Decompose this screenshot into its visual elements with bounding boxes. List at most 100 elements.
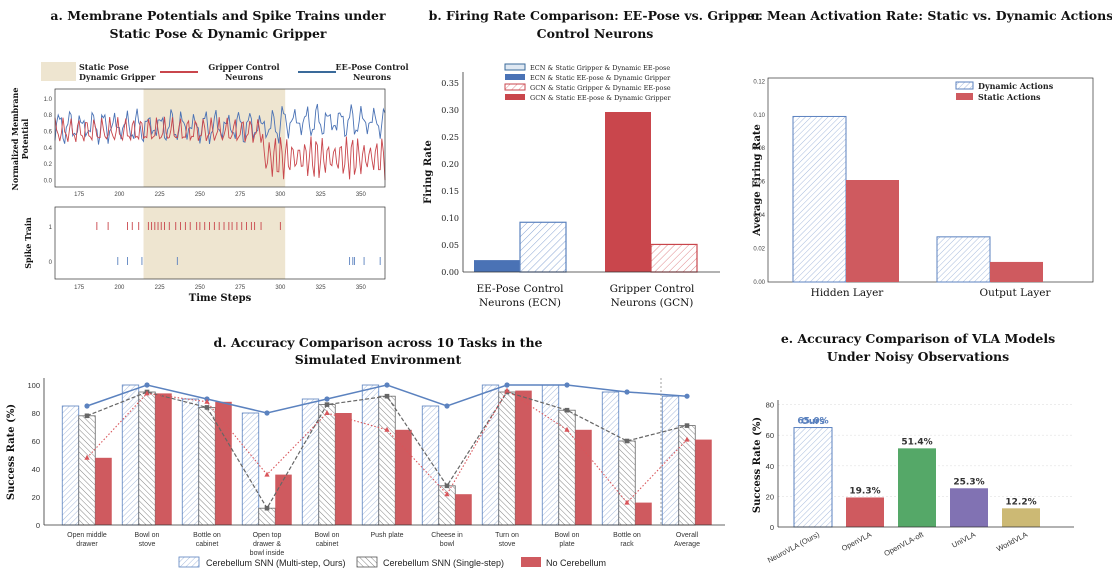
membrane-ytick: 1.0 xyxy=(44,97,53,103)
panel-e-chart: 0 20 40 60 80 65.0% 19.3% 51.4% 25.3% 12.2% Succ… xyxy=(752,400,1074,565)
multi-step-bar xyxy=(301,398,320,526)
panel-d-category-label: rack xyxy=(620,541,634,548)
single-step-bar xyxy=(198,406,216,526)
membrane-traces xyxy=(54,103,386,181)
panel-e-category-label: NeuroVLA (Ours) xyxy=(766,530,821,565)
membrane-ytick: 0.8 xyxy=(44,113,53,119)
panel-e-title-line2: Under Noisy Observations xyxy=(827,349,1009,364)
panel-c-frame xyxy=(767,77,1094,283)
legend-blue-label-1: EE-Pose Control xyxy=(336,62,409,72)
panel-e-bars: 65.0% 19.3% 51.4% 25.3% 12.2% xyxy=(793,417,1040,528)
panel-a-xlabel: Time Steps xyxy=(189,293,252,304)
multi-step-bar xyxy=(421,405,440,526)
legend-b-swatch-1 xyxy=(505,74,525,80)
no-cerebellum-line-point xyxy=(564,426,570,432)
panel-d-category-label: stove xyxy=(139,541,156,548)
panel-d-lines xyxy=(84,382,690,511)
legend-shade-swatch xyxy=(41,62,76,81)
panel-b-chart: 0.00 0.05 0.10 0.15 0.20 0.25 0.30 0.35 Firing … xyxy=(423,63,720,309)
multi-step-line-point xyxy=(144,382,150,388)
panel-d-category-label: Open middle xyxy=(67,532,107,539)
panel-e-bar xyxy=(793,427,833,528)
panel-e-value-label: 25.3% xyxy=(953,477,984,487)
legend-d-label-1: Cerebellum SNN (Single-step) xyxy=(383,558,504,568)
panel-b-title: b. Firing Rate Comparison: EE-Pose vs. G… xyxy=(429,8,762,41)
panel-e-bar xyxy=(950,488,988,527)
panel-b-title-line2: Control Neurons xyxy=(537,26,654,41)
single-step-line-point xyxy=(204,405,210,410)
no-cerebellum-bar xyxy=(695,439,712,525)
panel-e-category-label: UniVLA xyxy=(950,530,977,550)
panel-d-category-label: stove xyxy=(499,541,516,548)
membrane-ytick: 0.4 xyxy=(44,146,53,152)
membrane-xtick: 175 xyxy=(74,192,85,198)
multi-step-bar xyxy=(61,405,80,526)
panel-e-bar xyxy=(1002,508,1040,527)
legend-d-swatch-0 xyxy=(178,556,200,568)
no-cerebellum-bar xyxy=(335,413,352,525)
spike-ylabel: Spike Train xyxy=(23,217,33,269)
panel-e-ytick: 0 xyxy=(770,523,774,532)
panel-b-ytick: 0.10 xyxy=(441,214,459,223)
spike-ytick-0: 0 xyxy=(49,260,53,266)
single-step-bar xyxy=(78,415,96,526)
panel-d-categories: Open middle drawer Bowl on stove Bottle on ca… xyxy=(67,532,700,557)
panel-d-category-label: drawer xyxy=(76,541,98,548)
panel-e-title: e. Accuracy Comparison of VLA Models Und… xyxy=(781,331,1055,364)
panel-c-ytick: 0.06 xyxy=(753,180,765,186)
panel-c-ytick: 0.00 xyxy=(753,280,765,286)
panel-e-category-label: OpenVLA xyxy=(840,530,873,553)
spike-xtick: 300 xyxy=(275,285,286,291)
panel-d-ytick: 20 xyxy=(32,493,40,502)
no-cerebellum-bar xyxy=(575,429,592,525)
panel-e-category-label: OpenVLA-oft xyxy=(882,529,925,558)
gripper-membrane-trace xyxy=(54,116,386,181)
panel-b-bar xyxy=(605,112,651,272)
spike-xtick: 200 xyxy=(114,285,125,291)
membrane-x-ticks: 175 200 225 250 275 300 325 350 xyxy=(74,192,366,198)
membrane-plot-frame xyxy=(54,88,386,188)
panel-c-ytick: 0.08 xyxy=(753,146,765,152)
panel-c-ytick: 0.04 xyxy=(753,213,765,219)
panel-d-bars xyxy=(61,384,712,526)
membrane-xtick: 325 xyxy=(316,192,327,198)
panel-b-ytick: 0.05 xyxy=(441,241,459,250)
panel-d-category-label: Average xyxy=(674,541,700,548)
panel-d-category-label: Turn on xyxy=(495,532,519,539)
multi-step-line-point xyxy=(504,382,510,388)
spike-xtick: 175 xyxy=(74,285,85,291)
panel-b-ytick: 0.15 xyxy=(441,187,459,196)
no-cerebellum-bar xyxy=(275,474,292,525)
legend-b-label-2: GCN & Static Gripper & Dynamic EE-pose xyxy=(530,84,671,92)
panel-d-category-label: cabinet xyxy=(196,541,219,548)
panel-d-category-label: Bowl on xyxy=(135,532,160,539)
panel-e-value-label: 19.3% xyxy=(849,486,880,496)
single-step-bar xyxy=(618,440,636,526)
spike-xtick: 275 xyxy=(235,285,246,291)
panel-d-ytick: 0 xyxy=(36,521,40,530)
panel-e-bar xyxy=(846,497,884,527)
panel-e-highlight-label: Ours xyxy=(801,417,825,427)
multi-step-line-point xyxy=(684,393,690,399)
panel-c-cat-0: Hidden Layer xyxy=(811,287,885,299)
panel-d-ytick: 100 xyxy=(27,381,40,390)
static-actions-bar xyxy=(846,180,899,282)
panel-d-category-label: plate xyxy=(559,541,574,548)
panel-d-category-label: bowl xyxy=(440,541,455,548)
no-cerebellum-bar xyxy=(155,393,172,525)
legend-d-label-0: Cerebellum SNN (Multi-step, Ours) xyxy=(206,558,346,568)
panel-a-chart: Static Pose Dynamic Gripper Gripper Cont… xyxy=(10,62,408,304)
static-actions-bar xyxy=(990,261,1043,282)
multi-step-line-point xyxy=(264,410,270,416)
panel-c-ytick: 0.10 xyxy=(753,113,765,119)
panel-e-categories: NeuroVLA (Ours) OpenVLA OpenVLA-oft UniVLA W… xyxy=(766,529,1029,564)
membrane-ytick: 0.6 xyxy=(44,129,53,135)
panel-b-ylabel: Firing Rate xyxy=(423,140,434,204)
legend-d-swatch-2 xyxy=(521,557,541,567)
panel-b-bars xyxy=(474,112,698,273)
no-cerebellum-line-point xyxy=(204,398,210,404)
membrane-xtick: 350 xyxy=(356,192,367,198)
panel-e-value-label: 65.0% xyxy=(797,417,828,427)
multi-step-bar xyxy=(541,384,560,526)
